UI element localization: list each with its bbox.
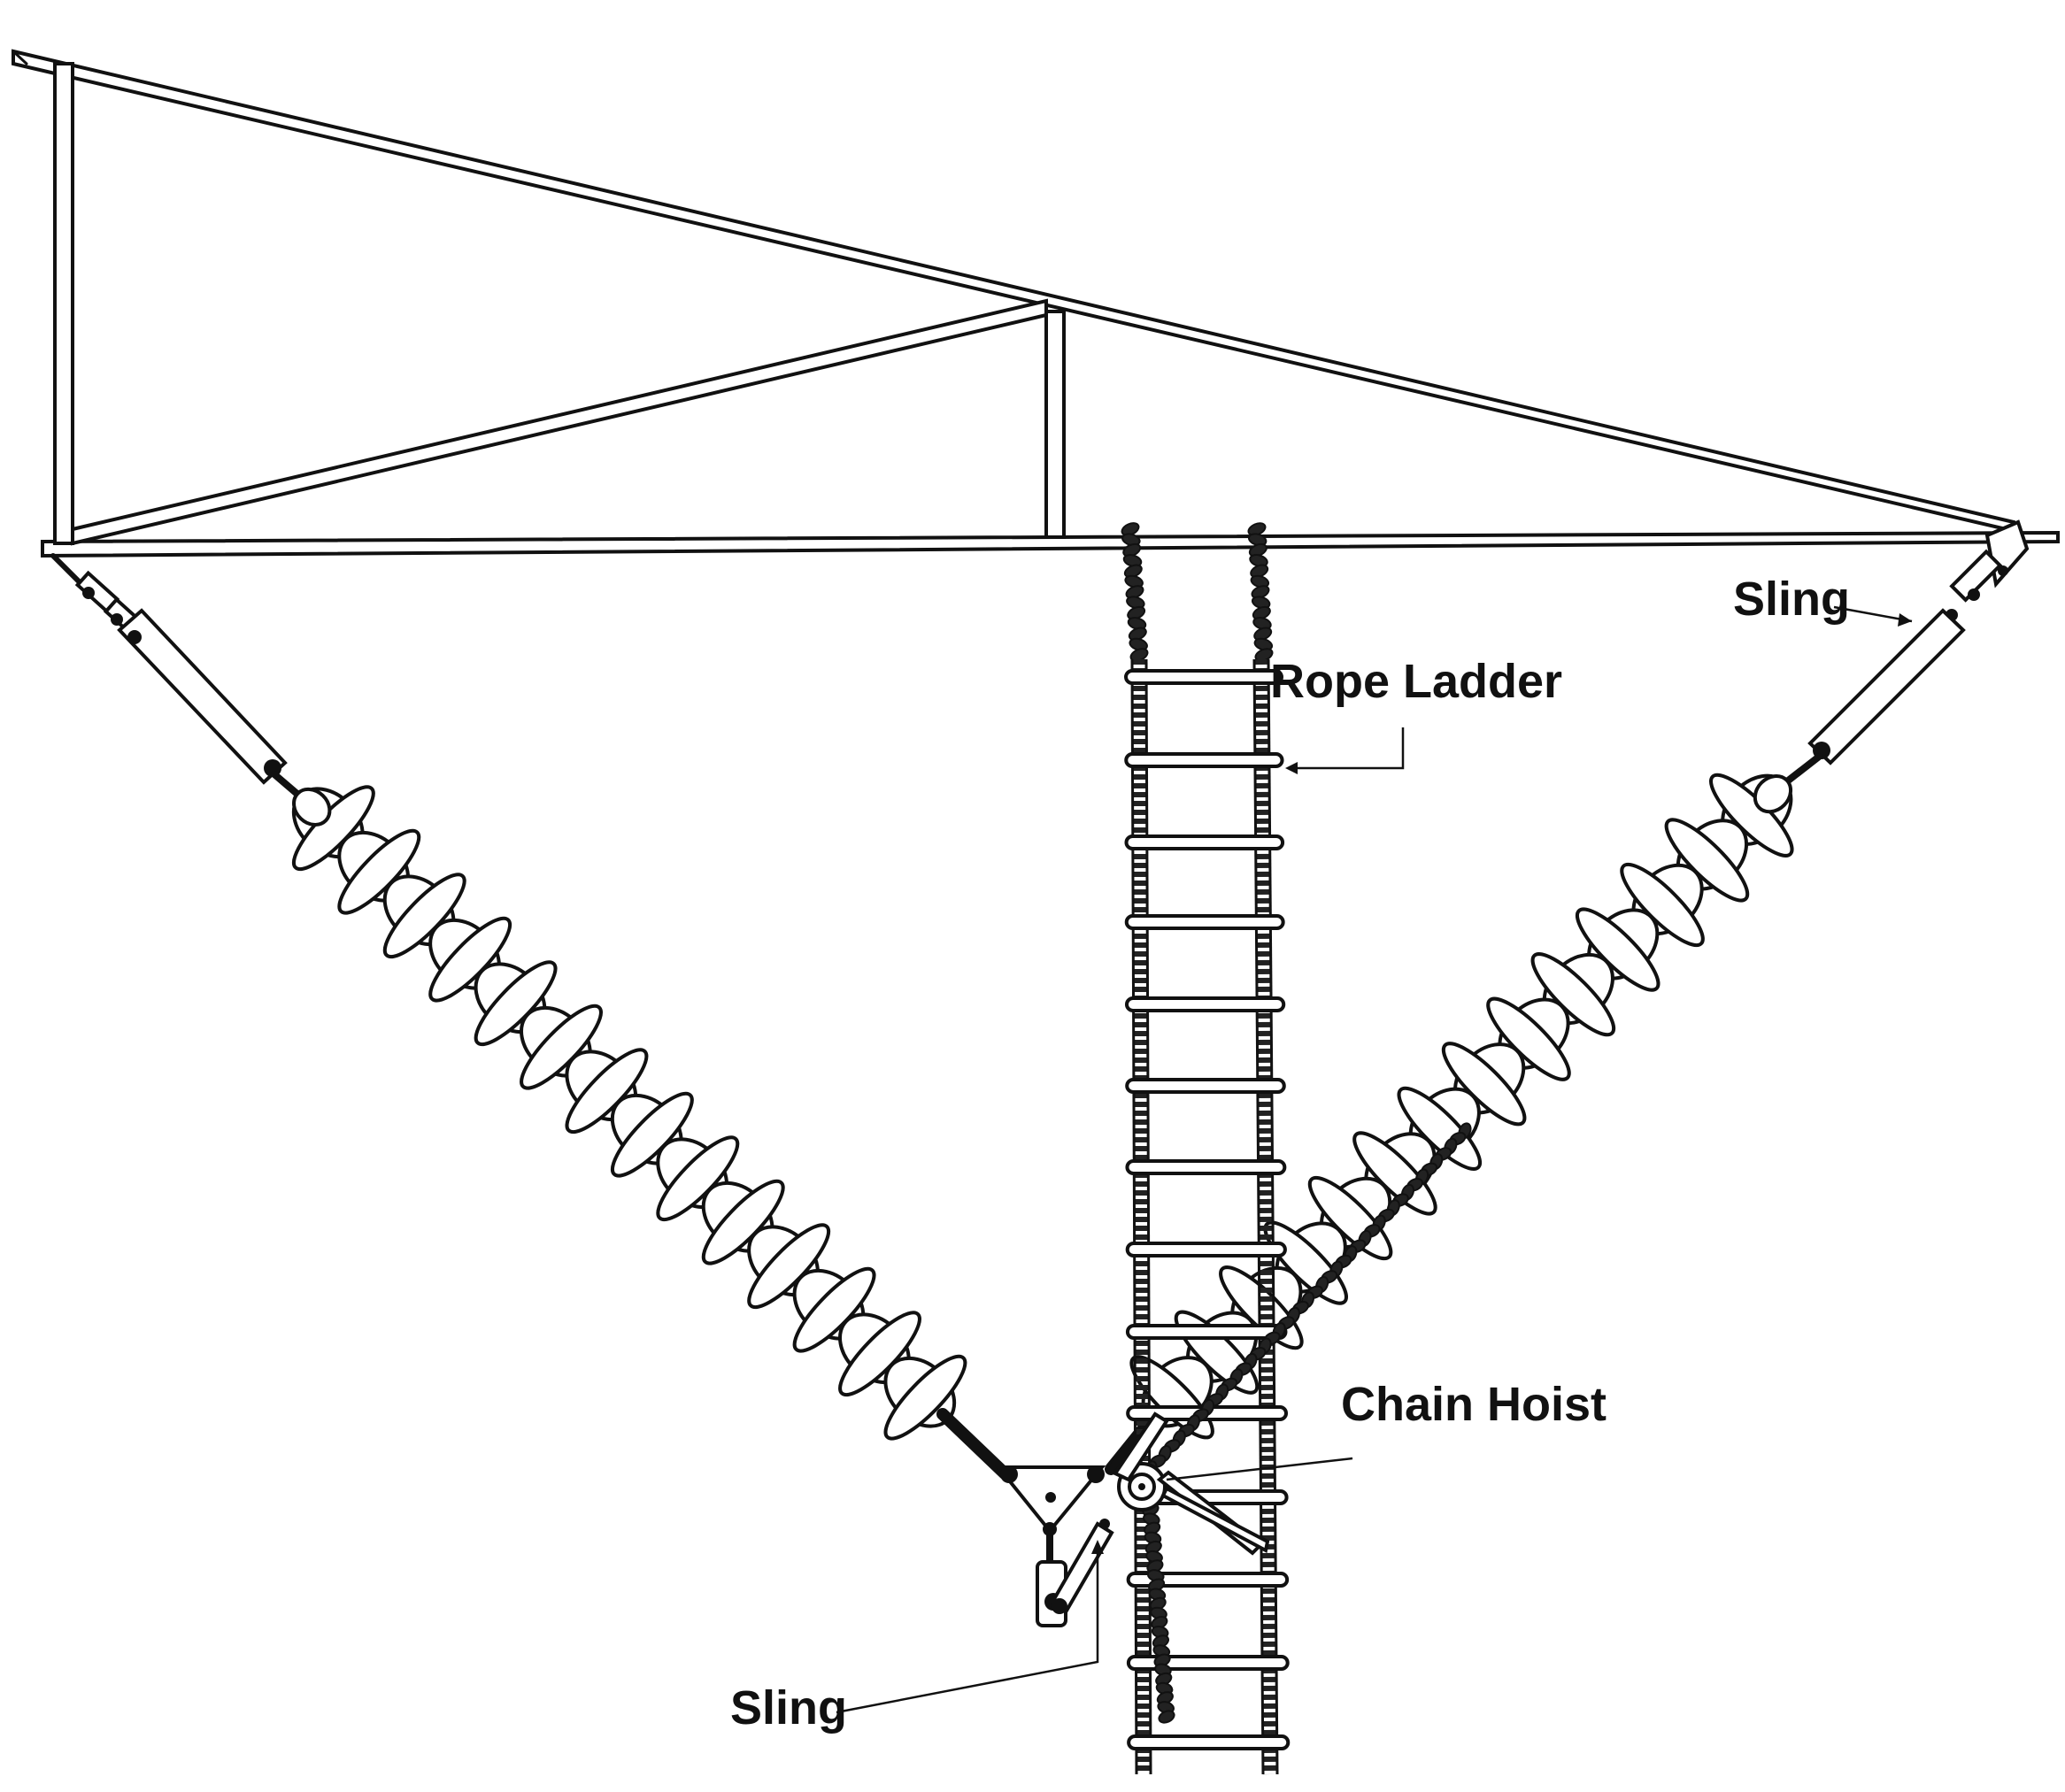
- left-insulator-disc: [610, 1091, 694, 1178]
- left-insulator-disc: [474, 960, 558, 1047]
- left-insulator-disc: [792, 1266, 876, 1353]
- right-hanger-hardware: [1776, 519, 2030, 791]
- tower-crossarm-truss: [12, 49, 2060, 558]
- ladder-rung: [1125, 1324, 1288, 1340]
- right-insulator-disc: [1486, 996, 1571, 1081]
- right-insulator-disc: [1620, 862, 1705, 948]
- left-insulator-disc: [656, 1135, 740, 1222]
- ladder-top-chain-right: [1247, 522, 1274, 662]
- hoist-hanging-chain: [1142, 1503, 1175, 1724]
- ladder-rung: [1127, 1734, 1291, 1750]
- chain-link: [1158, 1710, 1175, 1724]
- ladder-rung: [1124, 834, 1285, 850]
- right-insulator-disc: [1441, 1042, 1527, 1127]
- left-insulator-disc: [883, 1354, 967, 1441]
- annotations: Sling Rope Ladder Chain Hoist Sling: [730, 573, 1913, 1734]
- right-insulator-disc: [1397, 1086, 1483, 1171]
- left-insulator-string: [50, 553, 1011, 1480]
- left-hanger-hardware: [50, 553, 309, 804]
- ladder-rung: [1124, 996, 1286, 1012]
- label-chain-hoist: Chain Hoist: [1341, 1378, 1607, 1431]
- label-rope-ladder: Rope Ladder: [1270, 655, 1562, 708]
- left-insulator-disc: [838, 1311, 921, 1397]
- right-insulator-disc: [1664, 818, 1750, 903]
- ladder-top-chain-left: [1121, 522, 1149, 662]
- ladder-rung: [1126, 1655, 1290, 1671]
- left-insulator-disc: [382, 873, 466, 959]
- rope-ladder: [1121, 522, 1291, 1775]
- right-insulator-disc: [1352, 1131, 1437, 1216]
- ladder-rung: [1125, 1159, 1287, 1175]
- left-insulator-disc: [520, 1004, 603, 1090]
- ladder-rung: [1125, 1078, 1286, 1094]
- left-insulator-disc: [565, 1048, 649, 1134]
- ladder-rungs: [1124, 669, 1291, 1750]
- right-insulator-disc: [1575, 907, 1660, 992]
- label-sling-bottom: Sling: [730, 1681, 847, 1734]
- right-insulator-disc: [1530, 952, 1616, 1037]
- label-sling-top: Sling: [1733, 573, 1850, 626]
- left-insulator-end-cap: [292, 787, 332, 827]
- ladder-rung: [1124, 669, 1283, 685]
- ladder-rung: [1125, 1242, 1287, 1257]
- left-insulator-discs: [291, 785, 967, 1441]
- left-insulator-disc: [428, 916, 512, 1003]
- left-insulator-disc: [701, 1179, 785, 1265]
- left-insulator-disc: [747, 1223, 831, 1310]
- left-insulator-disc: [337, 828, 421, 915]
- ladder-rung: [1126, 1572, 1290, 1588]
- right-insulator-discs: [1129, 773, 1794, 1440]
- ladder-rung: [1124, 914, 1285, 930]
- ladder-rung: [1124, 752, 1284, 768]
- right-insulator-end-cap: [1753, 773, 1793, 814]
